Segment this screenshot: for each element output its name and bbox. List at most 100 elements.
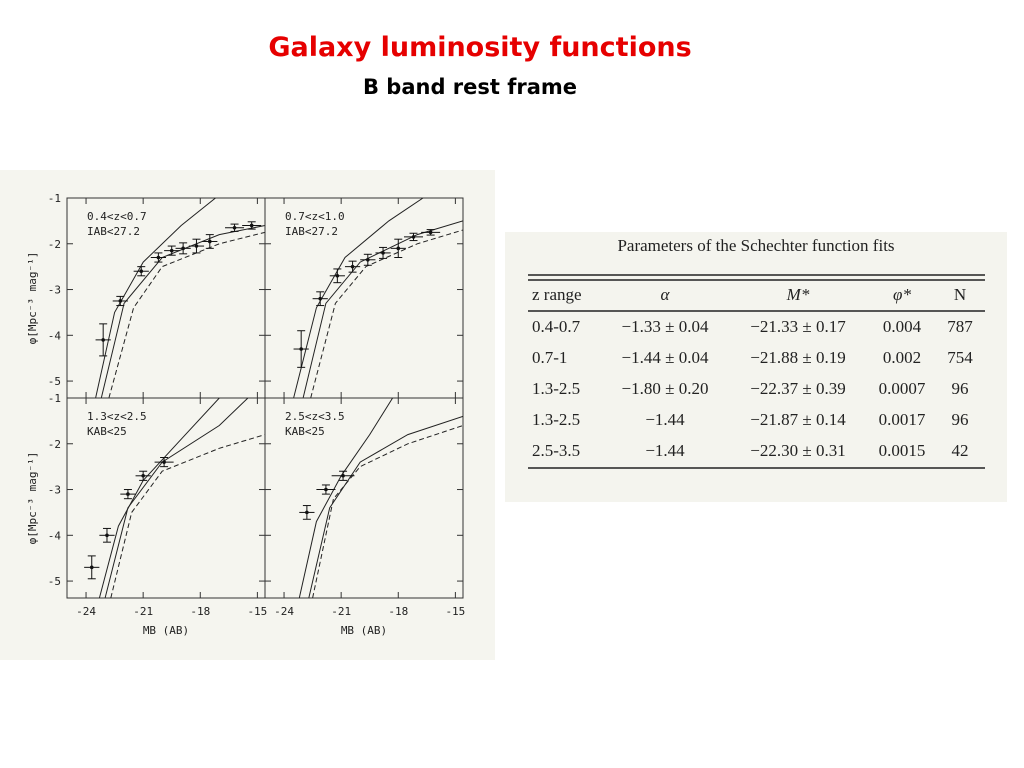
table-cell: −1.44 (645, 441, 685, 460)
table-cell: 2.5-3.5 (532, 441, 580, 460)
data-point (305, 510, 309, 515)
data-point (141, 474, 145, 478)
data-point (232, 225, 237, 230)
table-cell: 754 (947, 348, 973, 367)
table-cell: 0.002 (883, 348, 921, 367)
figure-background (0, 170, 495, 660)
table-cell: −22.37 ± 0.39 (750, 379, 845, 398)
data-point (318, 296, 323, 301)
model-curve (110, 434, 265, 598)
data-point (428, 230, 433, 235)
data-point (335, 274, 340, 278)
data-point (139, 269, 144, 274)
x-tick-label: -21 (133, 605, 153, 618)
data-point (118, 299, 123, 303)
x-tick-label: -18 (190, 605, 210, 618)
data-point (105, 533, 109, 538)
x-tick-label: -18 (388, 605, 408, 618)
model-curve (308, 415, 463, 598)
data-point (126, 492, 130, 496)
data-point (89, 565, 94, 570)
data-point (156, 255, 161, 260)
data-point (162, 460, 166, 464)
header-cell: φ* (893, 285, 911, 304)
y-tick-label: -1 (48, 392, 61, 405)
y-axis-label: φ[Mpc⁻³ mag⁻¹] (26, 252, 39, 345)
data-point (299, 347, 303, 351)
table-cell: 96 (952, 410, 969, 429)
x-axis-label: MB (AB) (341, 624, 387, 637)
y-tick-label: -3 (48, 284, 61, 297)
x-tick-label: -15 (247, 605, 267, 618)
slide-title: Galaxy luminosity functions (268, 32, 691, 63)
table-cell: 0.0007 (879, 379, 926, 398)
y-tick-label: -3 (48, 484, 61, 497)
data-point (194, 244, 199, 248)
data-point (101, 338, 105, 342)
figure: -1 -2 -3 -4 -5 0.4<z<0.7 IAB<27.2 φ[Mpc⁻³ mag⁻¹… (0, 170, 495, 660)
data-point (396, 246, 401, 251)
table-cell: 42 (952, 441, 969, 460)
x-tick-label: -21 (331, 605, 351, 618)
data-point (366, 257, 370, 262)
panel-label: 0.4<z<0.7 (87, 210, 147, 223)
model-curve (310, 229, 463, 398)
table-cell: −1.44 (645, 410, 685, 429)
table-cell: −1.33 ± 0.04 (622, 317, 709, 336)
header-cell: N (954, 285, 966, 304)
table-cell: 1.3-2.5 (532, 410, 580, 429)
panel-label: 0.7<z<1.0 (285, 210, 345, 223)
table-cell: −1.44 ± 0.04 (622, 348, 709, 367)
table-cell: 0.7-1 (532, 348, 567, 367)
data-point (169, 248, 174, 253)
x-tick-label: -24 (76, 605, 96, 618)
panel-label: 2.5<z<3.5 (285, 410, 345, 423)
panel-limit: IAB<27.2 (87, 225, 140, 238)
panel-frame (264, 397, 464, 599)
table-cell: 0.4-0.7 (532, 317, 581, 336)
panel-limit: KAB<25 (87, 425, 127, 438)
y-tick-label: -2 (48, 238, 61, 251)
y-tick-label: -5 (48, 575, 61, 588)
slide-subtitle: B band rest frame (363, 75, 577, 99)
x-tick-label: -15 (445, 605, 465, 618)
table-cell: 0.0015 (879, 441, 926, 460)
header-cell: M* (786, 285, 810, 304)
data-point (411, 235, 416, 239)
y-tick-label: -2 (48, 438, 61, 451)
data-point (324, 487, 328, 492)
table-title: Parameters of the Schechter function fit… (617, 236, 894, 255)
model-curve (293, 198, 424, 398)
model-curve (95, 198, 216, 398)
x-tick-label: -24 (274, 605, 294, 618)
data-point (181, 246, 185, 251)
header-cell: z range (532, 285, 582, 304)
panel-label: 1.3<z<2.5 (87, 410, 147, 423)
table-cell: −21.87 ± 0.14 (750, 410, 846, 429)
data-point (249, 223, 254, 228)
table-cell: −21.88 ± 0.19 (750, 348, 845, 367)
data-point (207, 239, 212, 244)
panel: -1 -2 -3 -4 -5 0.4<z<0.7 IAB<27.2 φ[Mpc⁻³ mag⁻¹… (26, 192, 266, 399)
y-tick-label: -4 (48, 329, 62, 342)
table-cell: 0.0017 (879, 410, 926, 429)
table: Parameters of the Schechter function fit… (505, 232, 1007, 502)
panel: 0.7<z<1.0 IAB<27.2 (264, 197, 464, 399)
table-cell: −1.80 ± 0.20 (622, 379, 709, 398)
table-cell: 0.004 (883, 317, 922, 336)
table-cell: 1.3-2.5 (532, 379, 580, 398)
panel: -24 -21 -18 -15 2.5<z<3.5 KAB<25 MB (AB) (264, 397, 465, 637)
x-axis-label: MB (AB) (143, 624, 189, 637)
model-curve (108, 231, 265, 398)
data-point (341, 474, 345, 478)
table-cell: 787 (947, 317, 973, 336)
table-cell: 96 (952, 379, 969, 398)
panel-limit: KAB<25 (285, 425, 325, 438)
y-axis-label: φ[Mpc⁻³ mag⁻¹] (26, 452, 39, 545)
model-curve (312, 425, 463, 598)
table-cell: −22.30 ± 0.31 (750, 441, 845, 460)
y-tick-label: -5 (48, 375, 61, 388)
y-tick-label: -4 (48, 529, 62, 542)
table-cell: −21.33 ± 0.17 (750, 317, 846, 336)
